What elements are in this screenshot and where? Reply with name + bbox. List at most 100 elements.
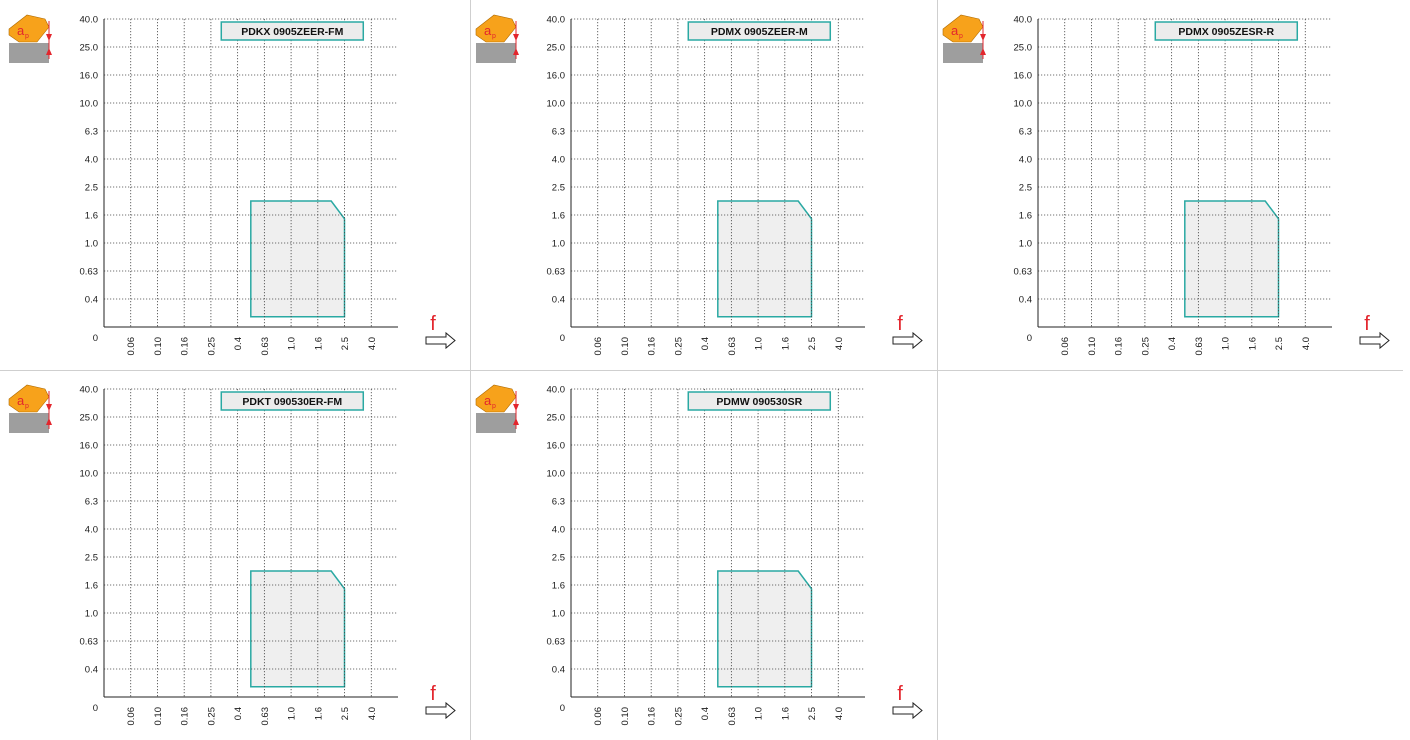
y-tick-label: 40.0 <box>1014 15 1033 26</box>
y-tick-label: 16.0 <box>1014 71 1033 82</box>
workpiece-shape <box>9 43 49 63</box>
x-tick-label: 0.10 <box>153 337 164 356</box>
feed-direction-arrow-icon <box>892 701 923 720</box>
x-tick-label: 0.10 <box>1087 337 1098 356</box>
feed-direction-arrow-icon <box>425 701 456 720</box>
y-tick-label: 0.4 <box>552 295 565 306</box>
operating-region <box>717 200 813 318</box>
x-tick-label: 0.63 <box>727 337 738 356</box>
y-tick-label: 1.6 <box>85 581 98 592</box>
workpiece-shape <box>476 413 516 433</box>
x-tick-label: 0.10 <box>620 337 631 356</box>
y-tick-label: 40.0 <box>80 15 99 26</box>
x-tick-label: 1.6 <box>1247 337 1258 350</box>
operating-region <box>250 570 346 688</box>
y-tick-label: 4.0 <box>1019 155 1032 166</box>
x-tick-label: 1.0 <box>754 337 765 350</box>
y-tick-label: 1.0 <box>552 239 565 250</box>
y-tick-label: 6.3 <box>85 497 98 508</box>
insert-label: PDKT 090530ER-FM <box>242 396 342 408</box>
y-tick-label: 1.0 <box>85 609 98 620</box>
y-tick-label: 1.6 <box>85 211 98 222</box>
x-tick-label: 0.06 <box>1060 337 1071 356</box>
y-tick-label: 4.0 <box>552 155 565 166</box>
x-tick-label: 1.0 <box>287 707 298 720</box>
insert-label-box <box>687 391 832 411</box>
y-tick-label: 0.4 <box>552 665 565 676</box>
feed-axis-label: f <box>897 683 903 705</box>
x-tick-label: 0.25 <box>206 707 217 726</box>
y-tick-label: 25.0 <box>80 43 99 54</box>
x-tick-label: 0.06 <box>593 337 604 356</box>
operating-region <box>1184 200 1280 318</box>
feed-axis-label: f <box>1364 313 1370 335</box>
x-tick-label: 1.0 <box>754 707 765 720</box>
row-divider <box>0 370 1403 371</box>
x-tick-label: 0.63 <box>1194 337 1205 356</box>
x-tick-label: 0.63 <box>260 707 271 726</box>
y-tick-label: 10.0 <box>80 469 99 480</box>
x-tick-label: 4.0 <box>367 337 378 350</box>
y-tick-label: 1.6 <box>552 211 565 222</box>
y-tick-label: 0.4 <box>1019 295 1032 306</box>
x-tick-label: 0.06 <box>126 707 137 726</box>
y-tick-label: 25.0 <box>80 413 99 424</box>
y-tick-label: 1.6 <box>552 581 565 592</box>
y-tick-label: 2.5 <box>552 183 565 194</box>
y-tick-label: 1.0 <box>552 609 565 620</box>
chart-svg: 0 0.4 0.63 1.0 1.6 2.5 4.0 6.3 10.0 16.0 25.0 40.0 0… <box>8 14 456 356</box>
depth-of-cut-symbol: a <box>17 23 25 38</box>
insert-label: PDKX 0905ZEER-FM <box>241 26 343 38</box>
y-tick-label: 0 <box>560 333 565 344</box>
y-tick-label: 16.0 <box>80 71 99 82</box>
y-tick-label: 6.3 <box>1019 127 1032 138</box>
depth-arrow-up-icon <box>980 48 986 55</box>
depth-arrow-down-icon <box>513 404 519 411</box>
insert-label: PDMW 090530SR <box>716 396 802 408</box>
x-tick-label: 0.25 <box>1140 337 1151 356</box>
y-tick-label: 40.0 <box>547 385 566 396</box>
y-tick-label: 0.4 <box>85 665 98 676</box>
operating-region <box>717 570 813 688</box>
x-tick-label: 0.06 <box>593 707 604 726</box>
operating-region <box>250 200 346 318</box>
x-tick-label: 0.63 <box>727 707 738 726</box>
workpiece-shape <box>943 43 983 63</box>
x-tick-label: 0.25 <box>673 337 684 356</box>
depth-of-cut-subscript: p <box>25 33 29 40</box>
x-tick-label: 4.0 <box>1301 337 1312 350</box>
chart-panel-3: 0 0.4 0.63 1.0 1.6 2.5 4.0 6.3 10.0 16.0 25.0 40.0 0… <box>934 0 1401 370</box>
chart-svg: 0 0.4 0.63 1.0 1.6 2.5 4.0 6.3 10.0 16.0 25.0 40.0 0… <box>942 15 1390 356</box>
depth-arrow-up-icon <box>46 418 52 425</box>
y-tick-label: 40.0 <box>547 15 566 26</box>
insert-label: PDMX 0905ZEER-M <box>711 26 808 38</box>
workpiece-shape <box>9 413 49 433</box>
chart-svg: 0 0.4 0.63 1.0 1.6 2.5 4.0 6.3 10.0 16.0 25.0 40.0 0… <box>475 14 923 356</box>
x-tick-label: 0.25 <box>206 337 217 356</box>
depth-of-cut-subscript: p <box>492 403 496 410</box>
y-tick-label: 1.0 <box>1019 239 1032 250</box>
y-tick-label: 16.0 <box>547 441 566 452</box>
depth-of-cut-subscript: p <box>492 33 496 40</box>
depth-arrow-down-icon <box>46 34 52 41</box>
x-tick-label: 0.10 <box>153 707 164 726</box>
y-tick-label: 0 <box>560 703 565 714</box>
depth-of-cut-symbol: a <box>484 393 492 408</box>
y-tick-label: 16.0 <box>547 71 566 82</box>
y-tick-label: 0.63 <box>80 267 99 278</box>
chart-svg: 0 0.4 0.63 1.0 1.6 2.5 4.0 6.3 10.0 16.0 25.0 40.0 0… <box>8 385 456 726</box>
chart-svg: 0 0.4 0.63 1.0 1.6 2.5 4.0 6.3 10.0 16.0 25.0 40.0 0… <box>475 384 923 726</box>
x-tick-label: 0.16 <box>180 707 191 726</box>
x-tick-label: 0.4 <box>700 337 711 350</box>
depth-arrow-up-icon <box>46 48 52 55</box>
y-tick-label: 2.5 <box>1019 183 1032 194</box>
depth-of-cut-symbol: a <box>17 393 25 408</box>
x-tick-label: 4.0 <box>834 337 845 350</box>
x-tick-label: 0.16 <box>1114 337 1125 356</box>
x-tick-label: 1.6 <box>780 337 791 350</box>
x-tick-label: 0.4 <box>233 707 244 720</box>
y-tick-label: 4.0 <box>85 525 98 536</box>
